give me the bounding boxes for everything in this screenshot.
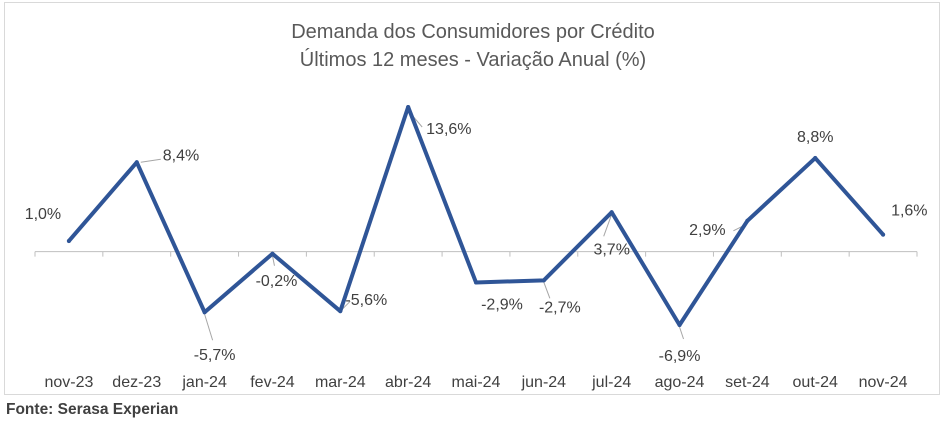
line-chart: Demanda dos Consumidores por Crédito Últ… [25, 21, 928, 391]
data-point [677, 323, 682, 327]
leader-line [603, 214, 613, 237]
data-point [202, 310, 207, 315]
data-label: 1,0% [25, 206, 61, 223]
x-tick-label: set-24 [725, 374, 770, 391]
x-tick-label: out-24 [793, 374, 838, 391]
leader-line [543, 282, 551, 299]
data-label: 8,4% [163, 147, 199, 164]
data-point [66, 238, 71, 243]
data-point [406, 105, 411, 109]
x-tick-label: jun-24 [521, 374, 567, 391]
data-point [813, 156, 818, 161]
data-point [541, 278, 546, 283]
series-layer [66, 105, 886, 327]
leader-line [204, 314, 214, 341]
data-point [474, 280, 478, 285]
x-tick-label: ago-24 [655, 374, 705, 391]
x-tick-label: jan-24 [181, 374, 227, 391]
x-tick-label: abr-24 [385, 374, 431, 391]
data-label: 3,7% [593, 241, 629, 258]
chart-subtitle: Últimos 12 meses - Variação Anual (%) [300, 48, 646, 71]
x-tick-labels: nov-23 dez-23 jan-24 fev-24 mar-24 abr-24 mai-… [44, 374, 907, 391]
data-point [745, 218, 750, 223]
x-tick-label: nov-23 [44, 374, 93, 391]
x-tick-label: mai-24 [452, 374, 501, 391]
data-label: -6,9% [659, 348, 701, 365]
source-note: Fonte: Serasa Experian [6, 401, 179, 418]
data-point [609, 210, 614, 215]
data-label: -2,9% [481, 296, 523, 313]
chart-frame: Demanda dos Consumidores por Crédito Últ… [4, 2, 940, 395]
data-label: -5,6% [345, 292, 387, 309]
x-tick-label: jul-24 [591, 374, 631, 391]
x-tick-label: nov-24 [859, 374, 908, 391]
data-point [270, 251, 275, 256]
x-tick-label: mar-24 [315, 374, 366, 391]
data-point [881, 232, 886, 237]
leader-line [341, 300, 351, 310]
leader-lines [140, 112, 746, 341]
x-axis [34, 251, 918, 257]
data-point [134, 160, 139, 165]
chart-title: Demanda dos Consumidores por Crédito [291, 21, 655, 43]
data-label: 1,6% [891, 203, 927, 220]
data-label: -2,7% [539, 299, 581, 316]
data-labels: 1,0% 8,4% -5,7% -0,2% -5,6% 13,6% -2,9% -2,7% 3,… [25, 121, 928, 365]
x-tick-label: fev-24 [250, 374, 295, 391]
data-point [338, 309, 343, 314]
data-label: -0,2% [256, 273, 298, 290]
leader-line [271, 255, 275, 266]
leader-line [679, 326, 685, 340]
data-label: 2,9% [689, 222, 725, 239]
x-tick-label: dez-23 [112, 374, 161, 391]
data-label: 13,6% [426, 121, 471, 138]
data-label: -5,7% [194, 347, 236, 364]
series-line [66, 105, 886, 327]
leader-line [140, 158, 161, 163]
data-label: 8,8% [797, 129, 833, 146]
